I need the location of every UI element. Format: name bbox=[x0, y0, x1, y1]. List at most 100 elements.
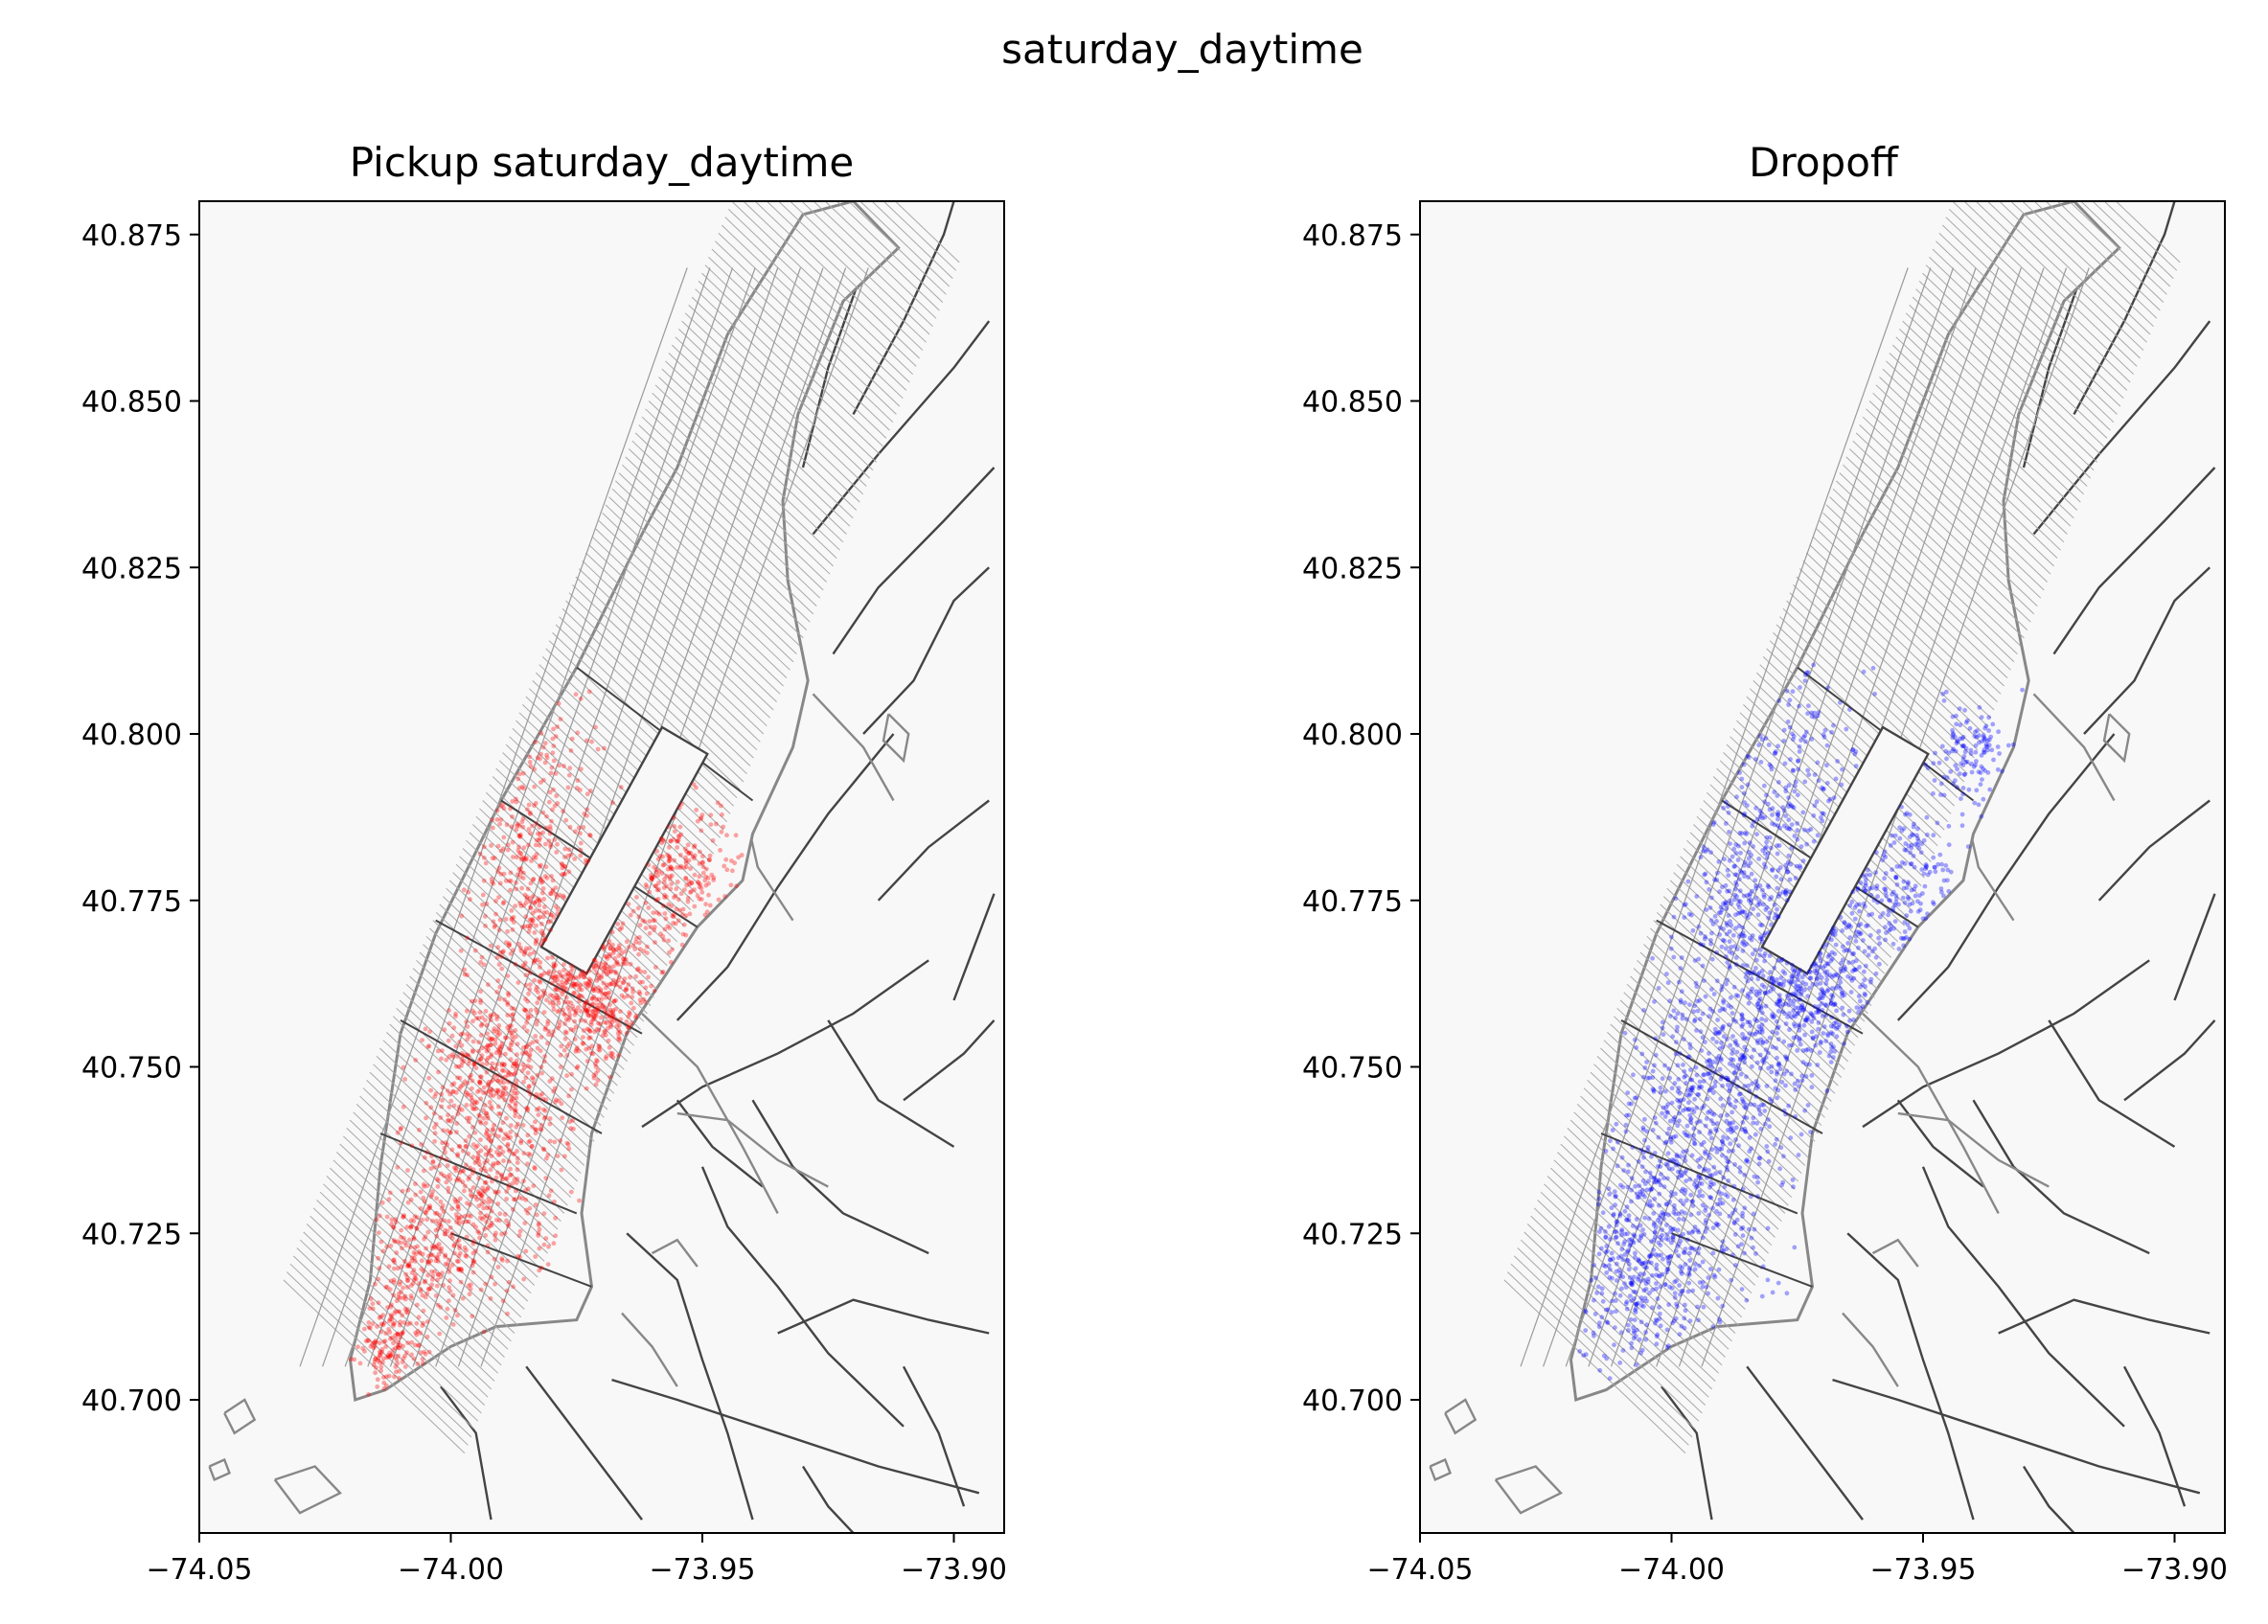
scatter-point bbox=[447, 1266, 452, 1271]
scatter-point bbox=[562, 864, 568, 870]
scatter-point bbox=[1724, 931, 1730, 937]
scatter-point bbox=[1640, 1178, 1646, 1183]
scatter-point bbox=[538, 972, 544, 978]
scatter-point bbox=[1700, 1011, 1706, 1017]
scatter-point bbox=[499, 1174, 504, 1178]
scatter-point bbox=[1619, 1227, 1625, 1232]
scatter-point bbox=[1762, 991, 1768, 996]
street-line bbox=[1576, 1104, 1759, 1278]
scatter-point bbox=[465, 1092, 470, 1098]
scatter-point bbox=[1668, 1139, 1674, 1145]
scatter-point bbox=[623, 988, 629, 993]
scatter-point bbox=[1650, 1305, 1655, 1311]
scatter-point bbox=[1704, 907, 1709, 912]
scatter-point bbox=[1788, 981, 1794, 986]
scatter-point bbox=[1730, 1011, 1735, 1016]
scatter-point bbox=[672, 824, 677, 829]
scatter-point bbox=[1618, 1253, 1624, 1259]
scatter-point bbox=[1775, 1025, 1780, 1031]
scatter-point bbox=[587, 1029, 593, 1034]
scatter-point bbox=[1762, 990, 1768, 995]
scatter-point bbox=[433, 1227, 439, 1233]
scatter-point bbox=[598, 989, 604, 994]
avenue-line bbox=[1633, 267, 2022, 1367]
scatter-point bbox=[1821, 787, 1826, 791]
scatter-point bbox=[1833, 985, 1839, 991]
scatter-point bbox=[704, 909, 710, 915]
scatter-point bbox=[706, 881, 711, 886]
scatter-point bbox=[699, 812, 705, 817]
scatter-point bbox=[1698, 1029, 1704, 1034]
street-line bbox=[1583, 1087, 1766, 1262]
scatter-point bbox=[1775, 1031, 1779, 1036]
scatter-point bbox=[1725, 1077, 1730, 1083]
scatter-point bbox=[1615, 1163, 1620, 1169]
scatter-point bbox=[514, 886, 519, 892]
scatter-point bbox=[1660, 1271, 1665, 1277]
scatter-point bbox=[1622, 1281, 1627, 1287]
scatter-point bbox=[1969, 769, 1975, 775]
scatter-point bbox=[739, 853, 745, 858]
scatter-point bbox=[1651, 1223, 1657, 1228]
scatter-point bbox=[1611, 1256, 1615, 1261]
scatter-point bbox=[1643, 1287, 1649, 1292]
scatter-point bbox=[1779, 1080, 1785, 1085]
scatter-point bbox=[707, 858, 712, 862]
scatter-point bbox=[561, 764, 566, 768]
scatter-point bbox=[1757, 883, 1763, 888]
scatter-point bbox=[384, 1214, 390, 1220]
scatter-point bbox=[483, 1018, 488, 1023]
street-line bbox=[1603, 1040, 1786, 1214]
scatter-point bbox=[1744, 1047, 1750, 1053]
scatter-point bbox=[560, 992, 565, 997]
scatter-point bbox=[413, 1272, 418, 1278]
scatter-point bbox=[1953, 748, 1959, 754]
scatter-point bbox=[538, 832, 542, 836]
shoreline-feature bbox=[621, 1312, 678, 1387]
scatter-point bbox=[551, 963, 557, 969]
scatter-point bbox=[496, 962, 502, 968]
scatter-point bbox=[394, 1358, 400, 1362]
scatter-point bbox=[426, 1205, 432, 1210]
street-line bbox=[582, 560, 765, 735]
scatter-point bbox=[1780, 805, 1786, 811]
scatter-point bbox=[1852, 967, 1857, 972]
scatter-point bbox=[1625, 1258, 1631, 1264]
scatter-point bbox=[490, 1087, 495, 1093]
scatter-point bbox=[1722, 938, 1727, 944]
scatter-point bbox=[535, 1010, 540, 1016]
scatter-point bbox=[719, 829, 724, 835]
scatter-point bbox=[636, 940, 642, 946]
scatter-point bbox=[479, 1015, 485, 1020]
scatter-point bbox=[1867, 912, 1871, 918]
scatter-point bbox=[528, 1064, 534, 1070]
district-boundary bbox=[440, 1385, 493, 1521]
scatter-point bbox=[593, 1014, 599, 1018]
scatter-point bbox=[1975, 728, 1980, 734]
scatter-point bbox=[1669, 1240, 1674, 1246]
scatter-point bbox=[490, 1127, 495, 1132]
scatter-point bbox=[643, 901, 649, 905]
scatter-point bbox=[485, 1115, 491, 1121]
scatter-point bbox=[692, 853, 698, 858]
scatter-point bbox=[1683, 1107, 1688, 1111]
scatter-point bbox=[466, 889, 471, 895]
scatter-point bbox=[498, 848, 504, 854]
scatter-point bbox=[537, 1226, 542, 1232]
scatter-point bbox=[478, 1210, 483, 1216]
scatter-point bbox=[1638, 1192, 1643, 1198]
scatter-point bbox=[620, 961, 626, 967]
scatter-point bbox=[1723, 1075, 1729, 1081]
scatter-point bbox=[1740, 1021, 1746, 1027]
scatter-point bbox=[565, 972, 571, 977]
scatter-point bbox=[1692, 1262, 1698, 1267]
scatter-point bbox=[1761, 1060, 1767, 1065]
scatter-point bbox=[439, 1056, 444, 1062]
scatter-point bbox=[408, 1225, 413, 1230]
scatter-point bbox=[1656, 1134, 1661, 1140]
scatter-point bbox=[624, 986, 629, 992]
scatter-point bbox=[1738, 1057, 1743, 1063]
scatter-point bbox=[664, 883, 670, 889]
scatter-point bbox=[470, 1167, 476, 1173]
scatter-point bbox=[515, 1121, 520, 1127]
